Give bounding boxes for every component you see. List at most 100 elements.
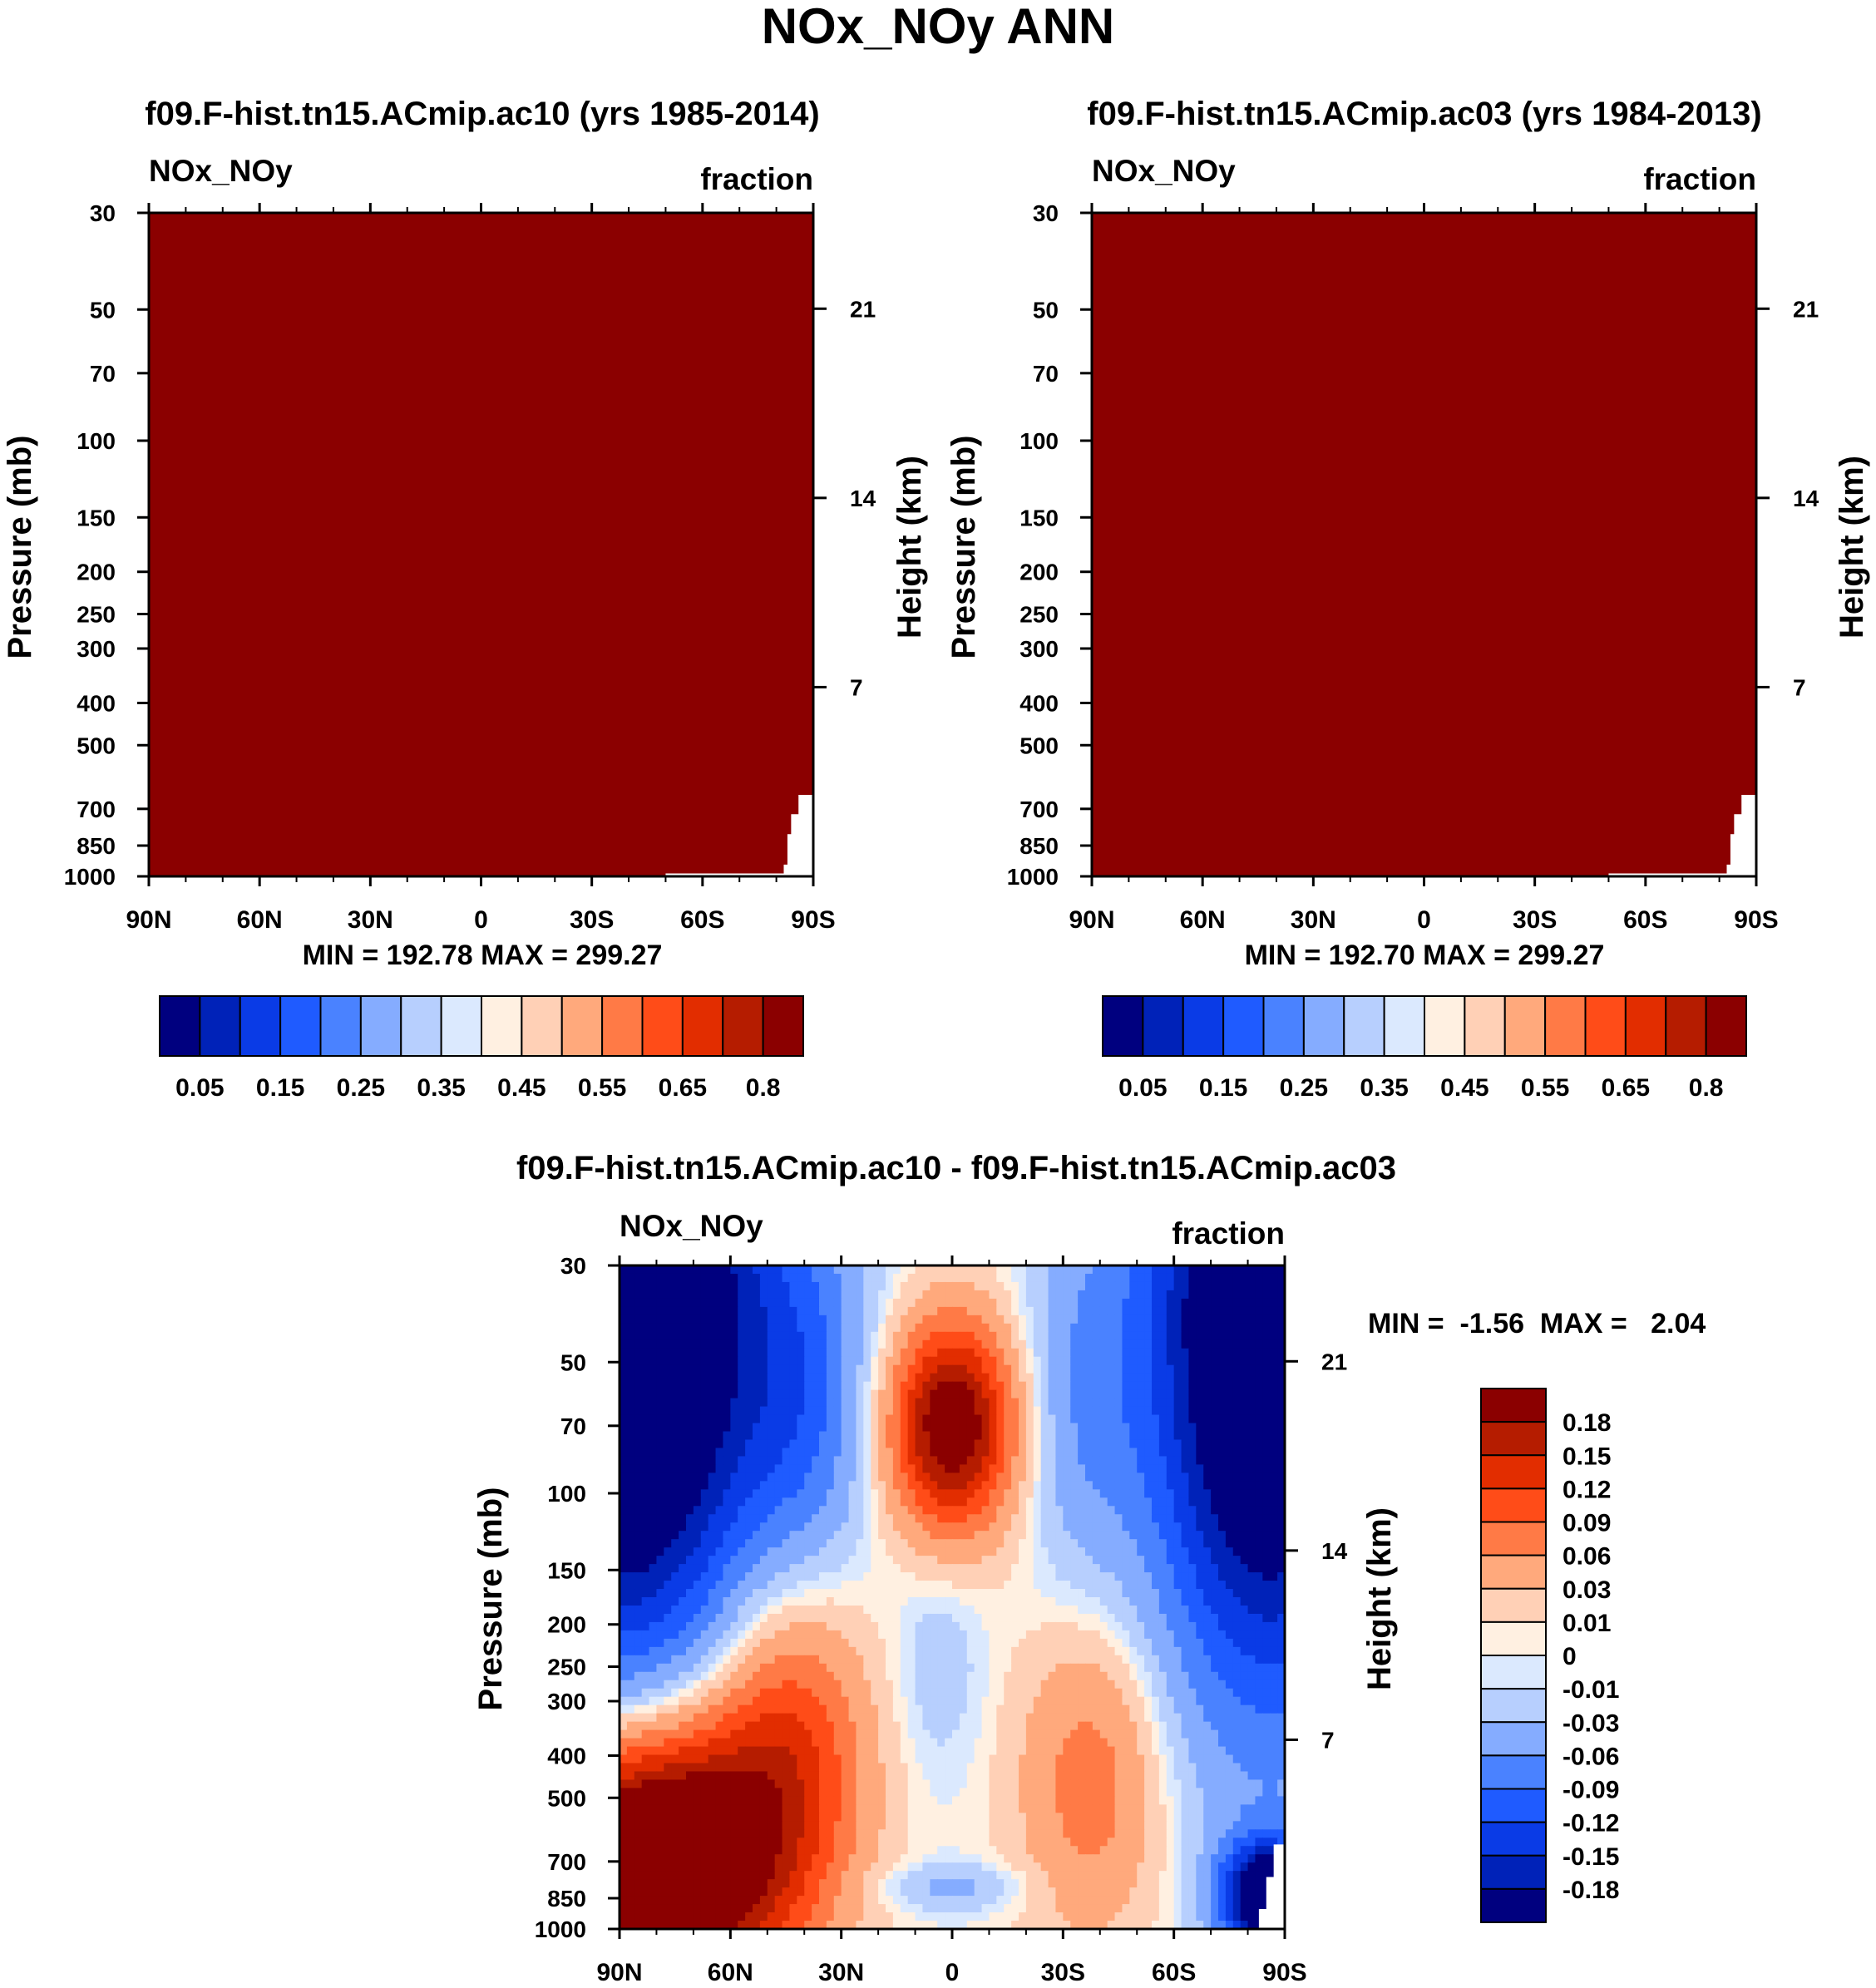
contour-cell bbox=[856, 1290, 864, 1300]
contour-cell bbox=[1070, 1680, 1079, 1690]
contour-cell bbox=[1181, 1356, 1190, 1366]
contour-cell bbox=[819, 1431, 827, 1441]
contour-cell bbox=[1225, 1423, 1234, 1433]
contour-cell bbox=[819, 1531, 827, 1540]
contour-cell bbox=[1085, 1481, 1094, 1490]
contour-cell bbox=[871, 1581, 879, 1590]
contour-cell bbox=[1107, 1556, 1116, 1565]
contour-cell bbox=[671, 1688, 679, 1698]
contour-cell bbox=[1114, 1597, 1123, 1606]
contour-cell bbox=[1055, 1456, 1064, 1465]
contour-cell bbox=[856, 1323, 864, 1333]
contour-cell bbox=[1166, 1323, 1175, 1333]
colorbar-swatch bbox=[440, 995, 482, 1057]
contour-cell bbox=[1181, 1265, 1190, 1275]
contour-cell bbox=[892, 1315, 901, 1325]
contour-cell bbox=[826, 1473, 835, 1482]
contour-cell bbox=[753, 1389, 761, 1399]
contour-cell bbox=[1166, 1646, 1175, 1656]
contour-cell bbox=[922, 1589, 931, 1598]
contour-cell bbox=[1211, 1398, 1219, 1408]
contour-cell bbox=[797, 1265, 805, 1275]
contour-cell bbox=[1158, 1572, 1168, 1581]
contour-cell bbox=[671, 1556, 679, 1565]
contour-cell bbox=[871, 1556, 879, 1565]
contour-cell bbox=[996, 1680, 1005, 1690]
contour-cell bbox=[937, 1315, 945, 1325]
contour-cell bbox=[1240, 1497, 1249, 1507]
contour-cell bbox=[782, 1531, 791, 1540]
contour-cell bbox=[930, 1398, 938, 1408]
contour-cell bbox=[915, 1589, 924, 1598]
contour-cell bbox=[1122, 1531, 1130, 1540]
colorbar-swatch bbox=[1624, 995, 1667, 1057]
contour-cell bbox=[723, 1663, 731, 1673]
contour-cell bbox=[626, 1290, 635, 1300]
contour-cell bbox=[1247, 1497, 1256, 1507]
contour-cell bbox=[804, 1431, 812, 1441]
contour-cell bbox=[1048, 1273, 1057, 1283]
contour-cell bbox=[671, 1273, 679, 1283]
contour-cell bbox=[1129, 1348, 1138, 1358]
contour-cell bbox=[959, 1613, 968, 1623]
contour-cell bbox=[900, 1506, 909, 1515]
contour-cell bbox=[878, 1556, 886, 1565]
contour-cell bbox=[1225, 1481, 1234, 1490]
colorbar-label: 0.8 bbox=[1689, 1074, 1724, 1102]
contour-cell bbox=[774, 1356, 783, 1366]
contour-cell bbox=[892, 1581, 901, 1590]
contour-cell bbox=[1078, 1456, 1086, 1465]
contour-cell bbox=[930, 1389, 938, 1399]
contour-cell bbox=[1063, 1265, 1071, 1275]
contour-cell bbox=[930, 1489, 938, 1498]
contour-cell bbox=[1099, 1364, 1108, 1374]
contour-cell bbox=[641, 1323, 650, 1333]
contour-cell bbox=[1270, 1281, 1278, 1291]
contour-cell bbox=[804, 1522, 812, 1532]
contour-cell bbox=[1063, 1331, 1071, 1341]
contour-cell bbox=[723, 1389, 731, 1399]
contour-cell bbox=[952, 1663, 960, 1673]
contour-cell bbox=[1247, 1290, 1256, 1300]
contour-cell bbox=[1107, 1348, 1116, 1358]
contour-cell bbox=[1004, 1621, 1012, 1631]
contour-cell bbox=[753, 1589, 761, 1598]
contour-cell bbox=[1107, 1630, 1116, 1640]
contour-cell bbox=[915, 1646, 924, 1656]
contour-cell bbox=[715, 1456, 724, 1465]
contour-cell bbox=[922, 1481, 931, 1490]
contour-cell bbox=[1225, 1564, 1234, 1573]
contour-cell bbox=[1048, 1589, 1057, 1598]
contour-cell bbox=[930, 1381, 938, 1391]
contour-cell bbox=[1129, 1589, 1138, 1598]
contour-cell bbox=[649, 1464, 658, 1473]
contour-cell bbox=[679, 1381, 687, 1391]
contour-cell bbox=[649, 1630, 658, 1640]
contour-cell bbox=[907, 1473, 916, 1482]
contour-cell bbox=[1004, 1638, 1012, 1648]
contour-cell bbox=[767, 1281, 776, 1291]
contour-cell bbox=[1225, 1572, 1234, 1581]
contour-cell bbox=[1048, 1671, 1057, 1681]
contour-cell bbox=[797, 1473, 805, 1482]
x-tick-label: 90N bbox=[126, 906, 171, 934]
contour-cell bbox=[1107, 1481, 1116, 1490]
contour-cell bbox=[959, 1696, 968, 1706]
contour-cell bbox=[996, 1531, 1005, 1540]
contour-cell bbox=[1232, 1556, 1242, 1565]
contour-cell bbox=[1173, 1265, 1182, 1275]
contour-cell bbox=[664, 1638, 672, 1648]
contour-cell bbox=[745, 1448, 753, 1458]
contour-cell bbox=[634, 1581, 643, 1590]
contour-cell bbox=[1122, 1464, 1130, 1473]
contour-cell bbox=[804, 1290, 812, 1300]
contour-cell bbox=[671, 1613, 679, 1623]
contour-cell bbox=[649, 1547, 658, 1556]
contour-cell bbox=[1181, 1331, 1190, 1341]
contour-cell bbox=[1225, 1680, 1234, 1690]
contour-cell bbox=[671, 1339, 679, 1349]
contour-cell bbox=[952, 1356, 960, 1366]
contour-cell bbox=[730, 1364, 738, 1374]
contour-cell bbox=[930, 1364, 938, 1374]
contour-cell bbox=[1114, 1315, 1123, 1325]
